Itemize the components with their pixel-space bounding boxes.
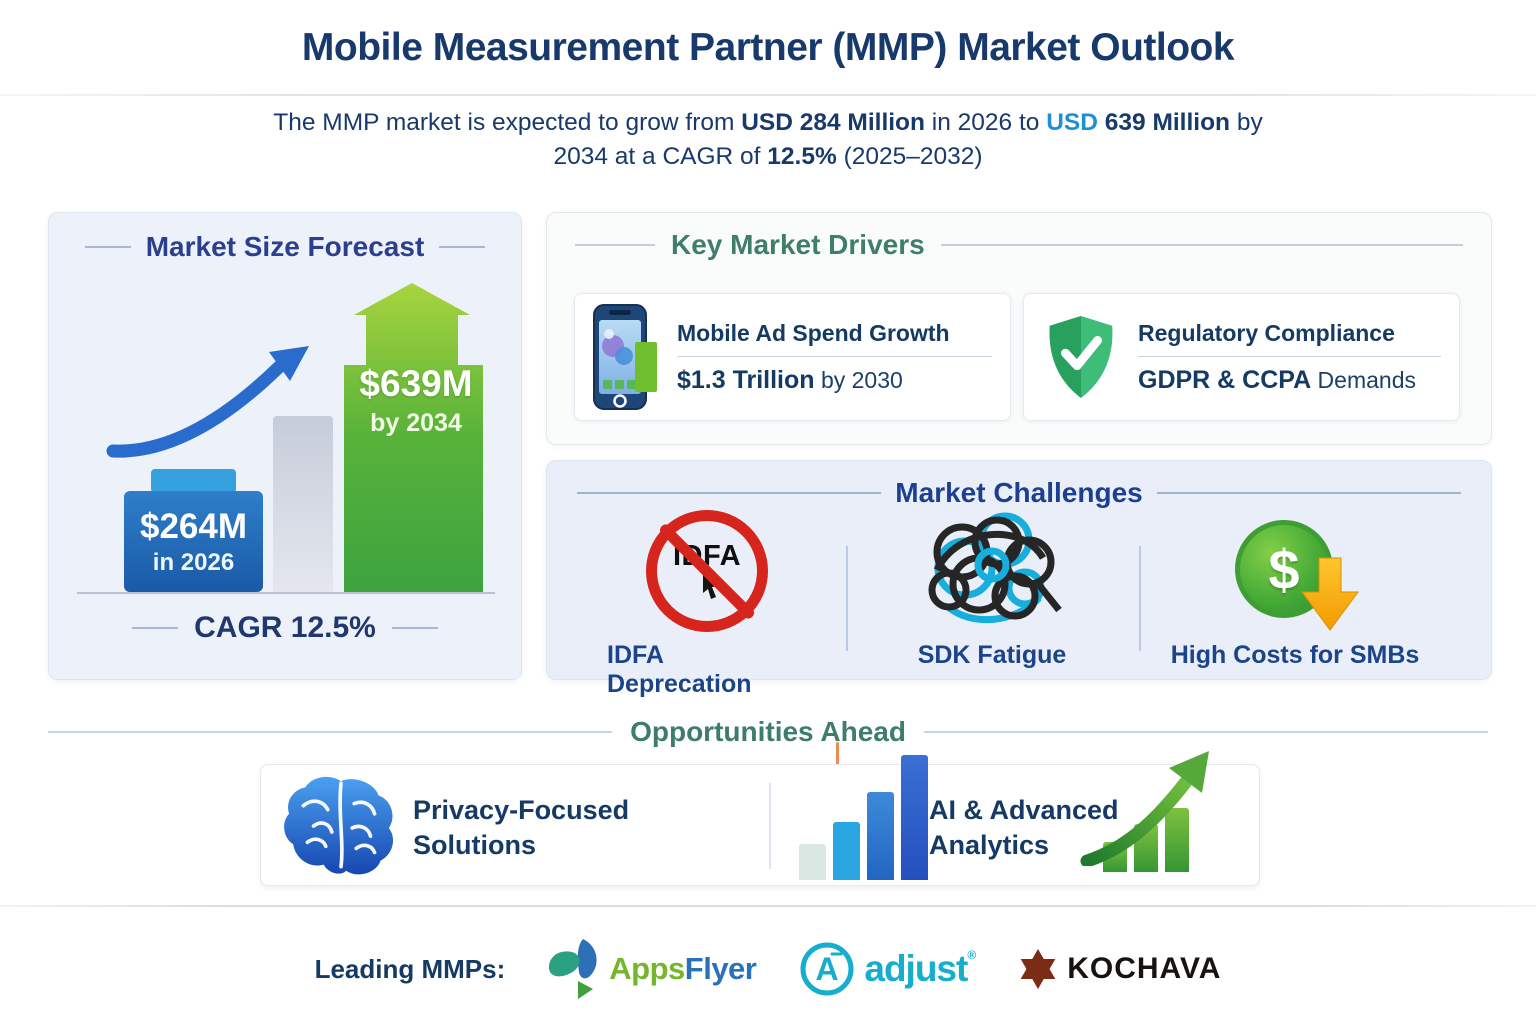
opportunity-label-ai: AI & Advanced Analytics [929,795,1119,861]
bar-2026-value: $264M [139,506,248,546]
title-dash [577,492,882,494]
growth-trend-arrow-icon [106,346,309,458]
svg-text:A: A [816,951,839,987]
bar-2026: $264M in 2026 [124,491,263,592]
smartphone-ad-icon [593,304,657,410]
driver-value-line: $1.3 Trillion by 2030 [677,366,992,395]
challenge-label: SDK Fatigue [917,641,1067,669]
driver-card-ad-spend: Mobile Ad Spend Growth $1.3 Trillion by … [574,293,1011,421]
rising-bars-blue-icon [799,755,939,880]
challenge-label: IDFA Deprecation [607,641,752,698]
bar-2026-cap [151,469,236,493]
card-divider [677,355,992,357]
title-dash [84,246,131,248]
title-dash [940,244,1463,246]
subtitle-strong-284: USD 284 Million [741,109,925,136]
challenge-divider [1139,546,1141,651]
footer-label: Leading MMPs: [314,953,506,984]
card-divider [1138,355,1441,357]
header-divider [0,94,1536,96]
driver-card-compliance: Regulatory Compliance GDPR & CCPA Demand… [1023,293,1460,421]
subtitle-line2: 2034 at a CAGR of 12.5% (2025–2032) [553,143,983,170]
bar-2034-value: $639M [359,363,473,404]
drivers-title: Key Market Drivers [671,229,925,260]
challenge-item-costs: $ High Costs for SMBs [1155,507,1435,670]
subtitle-usd-highlight: USD [1046,109,1098,136]
challenge-item-idfa: IDFA IDFA Deprecation [607,507,807,699]
market-challenges-panel: Market Challenges IDFA IDFA Deprecation [546,460,1492,698]
opportunities-card: Privacy-Focused Solutions AI & Advanced … [260,751,1260,886]
brain-icon [284,776,394,875]
challenge-label: High Costs for SMBs [1170,641,1420,669]
bar-2034-arrow [344,283,483,592]
page-title: Mobile Measurement Partner (MMP) Market … [301,26,1235,69]
subtitle-strong-639: 639 Million [1097,109,1231,136]
title-dash [575,244,655,246]
bar-2026-label: in 2026 [152,548,235,576]
dollar-sign: $ [1268,537,1300,601]
shield-check-icon [1049,316,1113,398]
opportunities-title: Opportunities Ahead [630,716,906,747]
market-size-forecast-panel: Market Size Forecast $264M in 2026 $639M [48,212,522,680]
appsflyer-wordmark: AppsFlyer [609,951,757,986]
subtitle-cagr: 12.5% [767,143,837,170]
dollar-decline-icon: $ [1235,516,1359,631]
challenges-title: Market Challenges [895,477,1143,508]
growth-arrow-green-icon [1080,751,1209,866]
idfa-prohibited-icon: IDFA [646,510,768,632]
opportunity-label-privacy: Privacy-Focused Solutions [413,795,630,861]
bar-intermediate [273,416,333,592]
title-line [923,731,1489,733]
driver-heading: Regulatory Compliance [1138,319,1395,346]
driver-heading: Mobile Ad Spend Growth [677,319,950,346]
chart-baseline [77,592,495,594]
opportunities-title-row: Opportunities Ahead [48,716,1489,748]
cagr-row: CAGR 12.5% [49,611,521,645]
driver-value-line: GDPR & CCPA Demands [1138,366,1441,395]
driver-card-text: Mobile Ad Spend Growth $1.3 Trillion by … [677,320,992,395]
forecast-title-row: Market Size Forecast [49,231,521,263]
title-dash [439,246,486,248]
appsflyer-leaf-icon [549,939,597,999]
drivers-title-row: Key Market Drivers [575,229,1463,261]
subtitle-text: The MMP market is expected to grow from [273,109,742,136]
kochava-wordmark: KOCHAVA [1067,952,1222,985]
forecast-title: Market Size Forecast [145,231,425,262]
footer-row: Leading MMPs: AppsFlyer A adjust® KOCHAV… [0,926,1536,1012]
challenge-divider [846,546,848,651]
driver-value-suffix: Demands [1311,366,1416,393]
tangled-wires-icon [928,512,1062,624]
down-arrow-icon [1301,557,1359,631]
adjust-wordmark: adjust® [864,948,976,989]
driver-value: $1.3 Trillion [677,365,815,394]
title-line [48,731,613,733]
prohibition-circle [646,510,768,632]
title-dash [1156,492,1462,494]
cagr-label: CAGR 12.5% [194,611,376,644]
driver-value-suffix: by 2030 [814,366,903,393]
kochava-star-icon [1020,949,1056,989]
challenge-item-sdk: SDK Fatigue [877,507,1107,670]
driver-card-text: Regulatory Compliance GDPR & CCPA Demand… [1138,320,1441,395]
footer-divider [0,905,1536,907]
cagr-dash [391,627,438,629]
cagr-dash [132,627,179,629]
challenges-title-row: Market Challenges [577,477,1462,509]
subtitle-line1: The MMP market is expected to grow from … [273,109,1263,136]
adjust-circle-a-icon: A [800,942,854,996]
driver-value: GDPR & CCPA [1138,365,1312,394]
adjust-logo: A adjust® [798,940,976,998]
bar-2034-label: by 2034 [370,409,462,437]
key-market-drivers-panel: Key Market Drivers [546,212,1492,445]
decorative-tick [836,742,839,768]
appsflyer-logo: AppsFlyer [547,937,757,1001]
opportunities-divider [769,783,771,869]
kochava-logo: KOCHAVA [1017,948,1221,990]
